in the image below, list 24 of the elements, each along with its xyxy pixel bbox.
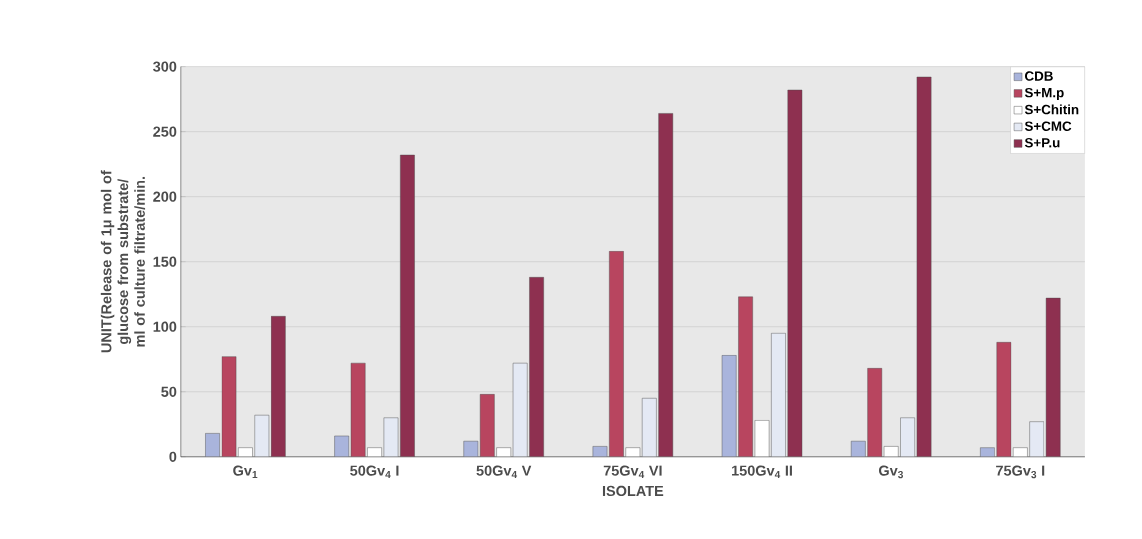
y-tick-label: 0 <box>169 451 177 462</box>
legend-label: CDB <box>1025 71 1053 81</box>
legend-label: S+CMC <box>1024 121 1072 131</box>
x-tick-label: 50Gv$_{4}$ I <box>350 465 399 478</box>
y-tick-label: 250 <box>153 126 177 137</box>
x-tick-label: 75Gv$_{4}$ VI <box>603 465 662 478</box>
x-tick-label: Gv$_{1}$ <box>233 465 258 478</box>
x-axis-title: ISOLATE <box>602 485 664 496</box>
bar <box>996 341 1012 457</box>
y-tick-label: 100 <box>153 321 177 332</box>
legend-label: S+Chitin <box>1024 104 1079 115</box>
x-tick-label: Gv$_{3}$ <box>879 465 904 479</box>
y-tick-label: 300 <box>153 61 177 72</box>
y-tick-label: 50 <box>161 386 177 397</box>
y-axis-title: UNIT(Release of 1μ mol of glucose from substrate/ ml of culture filtrate/min. <box>100 170 146 353</box>
y-tick-label: 150 <box>153 256 177 267</box>
bar <box>980 447 995 457</box>
legend-label: S+P.u <box>1024 137 1060 148</box>
bar <box>205 433 220 457</box>
x-tick-label: 150Gv$_{4}$ II <box>732 465 792 478</box>
y-tick-label: 200 <box>153 191 177 202</box>
x-tick-label: 50Gv$_{4}$ V <box>476 465 532 478</box>
x-tick-label: 75Gv$_{3}$ I <box>996 465 1045 479</box>
legend-label: S+M.p <box>1024 87 1064 100</box>
